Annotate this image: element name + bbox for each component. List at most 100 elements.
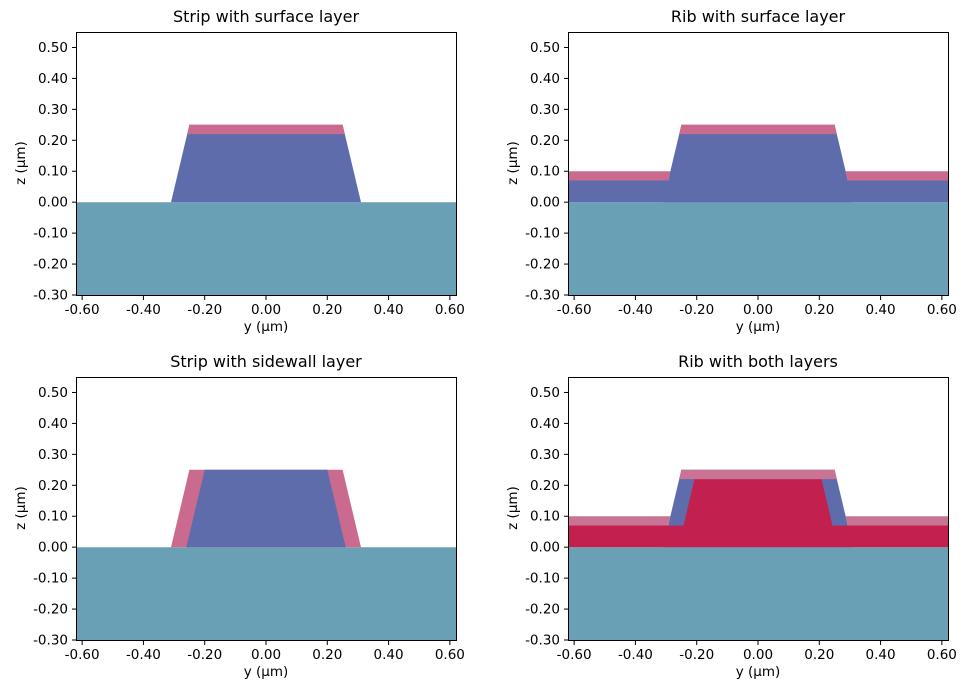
x-tick-label: -0.60 — [557, 302, 592, 318]
y-tick-label: 0.00 — [530, 540, 560, 556]
y-tick-label: 0.10 — [530, 509, 560, 525]
y-tick-label: 0.00 — [530, 195, 560, 211]
region-surface-layer-slab-right — [845, 516, 948, 526]
x-tick-label: 0.00 — [251, 647, 281, 663]
y-tick-label: 0.40 — [530, 416, 560, 432]
region-surface-layer-slab-left — [568, 171, 671, 181]
y-tick-label: -0.30 — [525, 633, 560, 649]
axes-strip-surface-layer: -0.60 -0.40 -0.20 0.00 0.20 0.40 0.60 0.50 0.40 0… — [33, 32, 465, 318]
region-surface-layer-slab-right — [845, 171, 948, 181]
region-substrate — [76, 547, 456, 640]
axes-frame — [568, 32, 949, 296]
y-tick-label: 0.30 — [530, 102, 560, 118]
region-sidewall-layer-slab — [568, 525, 948, 548]
y-tick-label: 0.50 — [38, 40, 68, 56]
x-tick-label: -0.60 — [557, 647, 592, 663]
x-tick-label: 0.60 — [927, 647, 957, 663]
axes-strip-sidewall-layer: -0.60 -0.40 -0.20 0.00 0.20 0.40 0.60 0.50 0.40 0… — [33, 377, 465, 663]
y-tick-label: -0.10 — [525, 226, 560, 242]
x-tick-label: -0.20 — [679, 302, 714, 318]
y-tick-label: -0.30 — [525, 288, 560, 304]
region-core — [171, 124, 361, 203]
region-surface-layer-top — [679, 469, 837, 480]
axes-frame — [568, 377, 949, 641]
axes-rib-surface-layer: -0.60 -0.40 -0.20 0.00 0.20 0.40 0.60 0.50 0.40 0… — [525, 32, 957, 318]
y-tick-label: 0.10 — [38, 164, 68, 180]
x-tick-label: -0.60 — [65, 302, 100, 318]
y-tick-label: 0.40 — [530, 71, 560, 87]
y-tick-label: 0.30 — [530, 447, 560, 463]
plot-title-rib-surface-layer: Rib with surface layer — [670, 7, 846, 26]
x-tick-label: -0.20 — [187, 302, 222, 318]
x-tick-label: 0.20 — [312, 302, 342, 318]
y-tick-label: 0.40 — [38, 416, 68, 432]
region-substrate — [568, 547, 948, 640]
y-axis-label-strip-sidewall-layer: z (µm) — [13, 486, 29, 530]
y-tick-label: 0.40 — [38, 71, 68, 87]
x-tick-label: 0.00 — [743, 302, 773, 318]
x-tick-label: 0.60 — [435, 302, 465, 318]
region-core — [186, 469, 346, 548]
x-tick-label: -0.40 — [126, 647, 161, 663]
x-tick-label: 0.00 — [743, 647, 773, 663]
y-tick-label: 0.20 — [530, 133, 560, 149]
x-tick-label: 0.60 — [927, 302, 957, 318]
x-tick-label: -0.20 — [679, 647, 714, 663]
x-axis-label-rib-both-layers: y (µm) — [735, 664, 781, 680]
y-tick-label: -0.20 — [525, 257, 560, 273]
x-axis-label-rib-surface-layer: y (µm) — [735, 319, 781, 335]
y-tick-label: 0.00 — [38, 540, 68, 556]
x-tick-label: 0.40 — [866, 302, 896, 318]
y-axis-label-strip-surface-layer: z (µm) — [13, 141, 29, 185]
y-tick-label: -0.10 — [33, 571, 68, 587]
x-tick-label: -0.60 — [65, 647, 100, 663]
x-tick-label: 0.40 — [374, 647, 404, 663]
y-axis-label-rib-both-layers: z (µm) — [505, 486, 521, 530]
y-axis-label-rib-surface-layer: z (µm) — [505, 141, 521, 185]
region-sidewall-layer-core — [683, 479, 833, 526]
x-tick-label: 0.20 — [804, 647, 834, 663]
region-surface-layer-top — [679, 124, 837, 135]
axes-rib-both-layers: -0.60 -0.40 -0.20 0.00 0.20 0.40 0.60 0.50 0.40 0… — [525, 377, 957, 663]
y-tick-label: 0.30 — [38, 102, 68, 118]
y-tick-label: 0.20 — [530, 478, 560, 494]
y-tick-label: 0.50 — [38, 385, 68, 401]
x-tick-label: 0.20 — [804, 302, 834, 318]
x-axis-label-strip-sidewall-layer: y (µm) — [243, 664, 289, 680]
x-tick-label: 0.60 — [435, 647, 465, 663]
region-surface-layer-slab-left — [568, 516, 671, 526]
region-substrate — [568, 202, 948, 295]
y-tick-label: 0.20 — [38, 133, 68, 149]
region-substrate — [76, 202, 456, 295]
x-tick-label: -0.40 — [618, 647, 653, 663]
region-core — [663, 124, 853, 203]
region-surface-layer-top — [187, 124, 345, 135]
y-tick-label: 0.10 — [530, 164, 560, 180]
x-tick-label: -0.40 — [126, 302, 161, 318]
y-tick-label: -0.30 — [33, 288, 68, 304]
y-tick-label: -0.20 — [33, 257, 68, 273]
y-tick-label: -0.20 — [33, 602, 68, 618]
plot-title-strip-surface-layer: Strip with surface layer — [172, 7, 360, 26]
y-tick-label: -0.10 — [525, 571, 560, 587]
axes-frame — [76, 377, 457, 641]
plot-title-strip-sidewall-layer: Strip with sidewall layer — [170, 352, 362, 371]
x-tick-label: -0.20 — [187, 647, 222, 663]
y-tick-label: 0.50 — [530, 40, 560, 56]
plot-title-rib-both-layers: Rib with both layers — [678, 352, 838, 371]
x-tick-label: 0.40 — [374, 302, 404, 318]
x-tick-label: -0.40 — [618, 302, 653, 318]
y-tick-label: 0.10 — [38, 509, 68, 525]
x-tick-label: 0.20 — [312, 647, 342, 663]
y-tick-label: 0.30 — [38, 447, 68, 463]
x-axis-label-strip-surface-layer: y (µm) — [243, 319, 289, 335]
y-tick-label: -0.30 — [33, 633, 68, 649]
x-tick-label: 0.00 — [251, 302, 281, 318]
y-tick-label: 0.20 — [38, 478, 68, 494]
y-tick-label: 0.00 — [38, 195, 68, 211]
axes-frame — [76, 32, 457, 296]
y-tick-label: -0.10 — [33, 226, 68, 242]
y-tick-label: 0.50 — [530, 385, 560, 401]
